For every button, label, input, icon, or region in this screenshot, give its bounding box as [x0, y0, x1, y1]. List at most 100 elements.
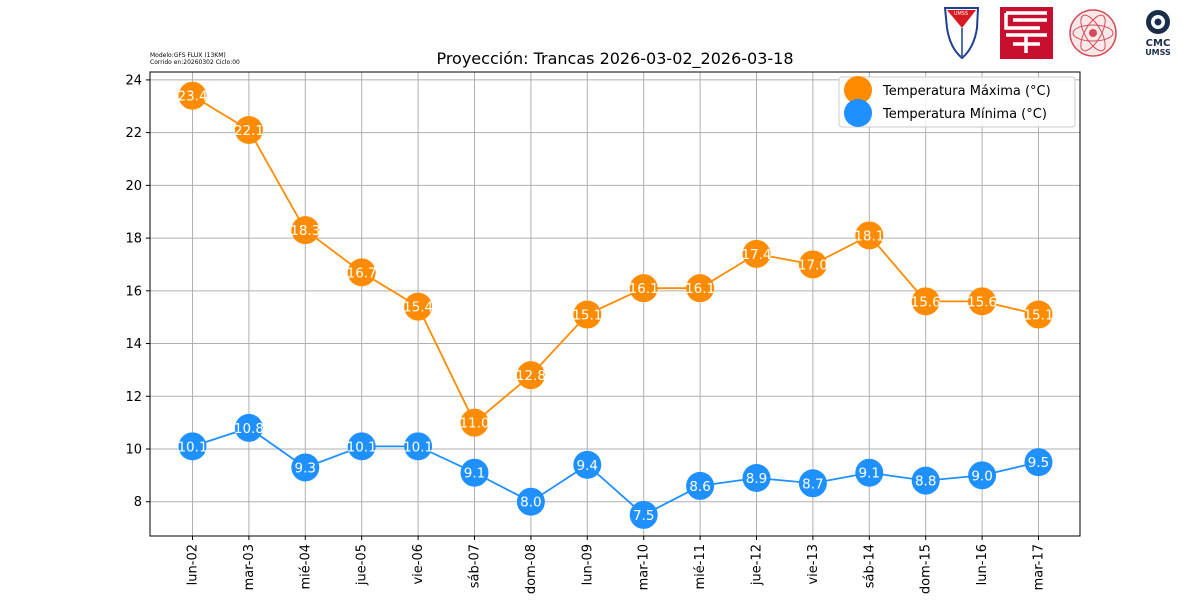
- data-label-min: 8.9: [746, 471, 767, 487]
- legend-marker-max: [844, 76, 872, 104]
- x-tick-label: mar-03: [242, 544, 257, 590]
- data-point-max: [911, 287, 940, 316]
- series: 23.4 22.1 18.3 16.7 15.4 11.0 12.8 15.1 16.1 16.1…: [177, 81, 1054, 529]
- data-label-min: 10.8: [234, 421, 264, 437]
- data-point-min: [855, 458, 884, 487]
- chart-title: Proyección: Trancas 2026-03-02_2026-03-1…: [436, 49, 793, 69]
- x-tick-label: lun-09: [580, 544, 595, 585]
- data-point-max: [347, 258, 376, 287]
- data-point-max: [178, 81, 207, 110]
- x-tick-label: mié-04: [298, 544, 313, 590]
- data-label-max: 15.1: [572, 308, 602, 324]
- data-label-min: 8.6: [689, 479, 710, 495]
- umss-shield-logo: UMSS: [943, 7, 980, 60]
- legend-marker-min: [844, 99, 872, 127]
- data-label-min: 10.1: [347, 439, 377, 455]
- data-label-min: 8.8: [915, 474, 936, 490]
- data-point-max: [629, 274, 658, 303]
- y-tick-label: 18: [125, 232, 142, 247]
- x-tick-label: dom-15: [919, 544, 934, 594]
- data-point-min: [404, 432, 433, 461]
- data-point-max: [968, 287, 997, 316]
- series-line-max: [192, 94, 1039, 425]
- data-point-min: [347, 432, 376, 461]
- data-label-max: 16.1: [629, 281, 659, 297]
- data-label-max: 15.4: [403, 300, 433, 316]
- data-label-min: 8.0: [520, 495, 541, 511]
- data-point-min: [686, 471, 715, 500]
- data-point-min: [742, 464, 771, 492]
- data-label-min: 9.1: [464, 466, 485, 482]
- svg-text:UMSS: UMSS: [954, 11, 968, 17]
- svg-text:UMSS: UMSS: [1145, 48, 1171, 57]
- run-info: Corrido en:20260302 Ciclo:00: [150, 59, 240, 66]
- data-label-min: 7.5: [633, 508, 654, 524]
- x-tick-label: jue-12: [750, 544, 765, 586]
- data-point-max: [1024, 300, 1053, 329]
- data-point-max: [460, 408, 489, 437]
- svg-text:CMC: CMC: [1146, 38, 1171, 49]
- data-point-max: [573, 300, 602, 329]
- fcyt-logo: [1000, 7, 1053, 59]
- data-point-min: [291, 453, 320, 482]
- data-label-max: 18.1: [854, 228, 884, 244]
- legend: Temperatura Máxima (°C) Temperatura Míni…: [838, 76, 1076, 128]
- data-label-min: 9.4: [577, 458, 598, 474]
- cmc-logo: CMC UMSS: [1145, 10, 1171, 57]
- model-info: Modelo:GFS FLUX (13KM): [150, 52, 226, 59]
- data-label-min: 9.0: [971, 468, 992, 484]
- data-label-min: 9.5: [1028, 455, 1049, 471]
- data-point-min: [1024, 448, 1053, 477]
- data-label-min: 10.1: [177, 439, 207, 455]
- series-line-min: [192, 426, 1039, 516]
- data-point-min: [968, 461, 997, 490]
- y-tick-label: 22: [125, 126, 142, 141]
- axes: lun-02 mar-03 mié-04 jue-05 vie-06 sáb-07 dom-…: [125, 73, 1046, 594]
- x-tick-label: mar-10: [637, 544, 652, 590]
- data-label-max: 18.3: [290, 223, 320, 239]
- x-tick-label: lun-02: [186, 544, 201, 585]
- data-label-max: 11.0: [459, 416, 489, 432]
- plot-frame: [149, 71, 1081, 537]
- data-label-max: 17.4: [741, 247, 771, 263]
- research-seal-logo: [1069, 9, 1117, 57]
- data-point-max: [516, 361, 545, 390]
- data-point-min: [573, 450, 602, 479]
- x-tick-label: mié-11: [693, 544, 708, 590]
- x-tick-label: sáb-07: [468, 544, 483, 588]
- data-point-max: [742, 239, 771, 268]
- data-point-min: [629, 500, 658, 529]
- x-tick-label: dom-08: [524, 544, 539, 594]
- data-point-max: [855, 221, 884, 250]
- data-label-max: 12.8: [516, 368, 546, 384]
- data-point-min: [178, 432, 207, 461]
- data-label-max: 16.1: [685, 281, 715, 297]
- y-tick-label: 24: [125, 73, 142, 88]
- x-tick-label: jue-05: [355, 544, 370, 586]
- y-tick-label: 8: [134, 495, 142, 510]
- data-point-max: [798, 250, 827, 279]
- y-tick-label: 16: [125, 284, 142, 299]
- data-label-min: 9.1: [859, 466, 880, 482]
- legend-label-min: Temperatura Mínima (°C): [882, 107, 1047, 122]
- data-label-min: 9.3: [295, 460, 316, 476]
- data-point-min: [798, 469, 827, 498]
- data-point-max: [291, 216, 320, 245]
- data-label-max: 15.6: [967, 294, 997, 310]
- data-point-min: [234, 413, 263, 442]
- x-tick-label: sáb-14: [862, 544, 877, 588]
- legend-label-max: Temperatura Máxima (°C): [882, 84, 1051, 99]
- y-tick-label: 12: [125, 390, 142, 405]
- y-tick-label: 20: [125, 179, 142, 194]
- data-label-max: 15.1: [1023, 308, 1053, 324]
- data-label-max: 17.0: [798, 257, 828, 273]
- data-point-max: [686, 274, 715, 303]
- data-label-min: 8.7: [802, 476, 823, 492]
- data-point-min: [911, 466, 940, 495]
- data-point-min: [460, 458, 489, 487]
- data-label-min: 10.1: [403, 439, 433, 455]
- x-tick-label: vie-06: [411, 544, 426, 585]
- data-label-max: 16.7: [347, 265, 377, 281]
- data-label-max: 23.4: [177, 89, 207, 105]
